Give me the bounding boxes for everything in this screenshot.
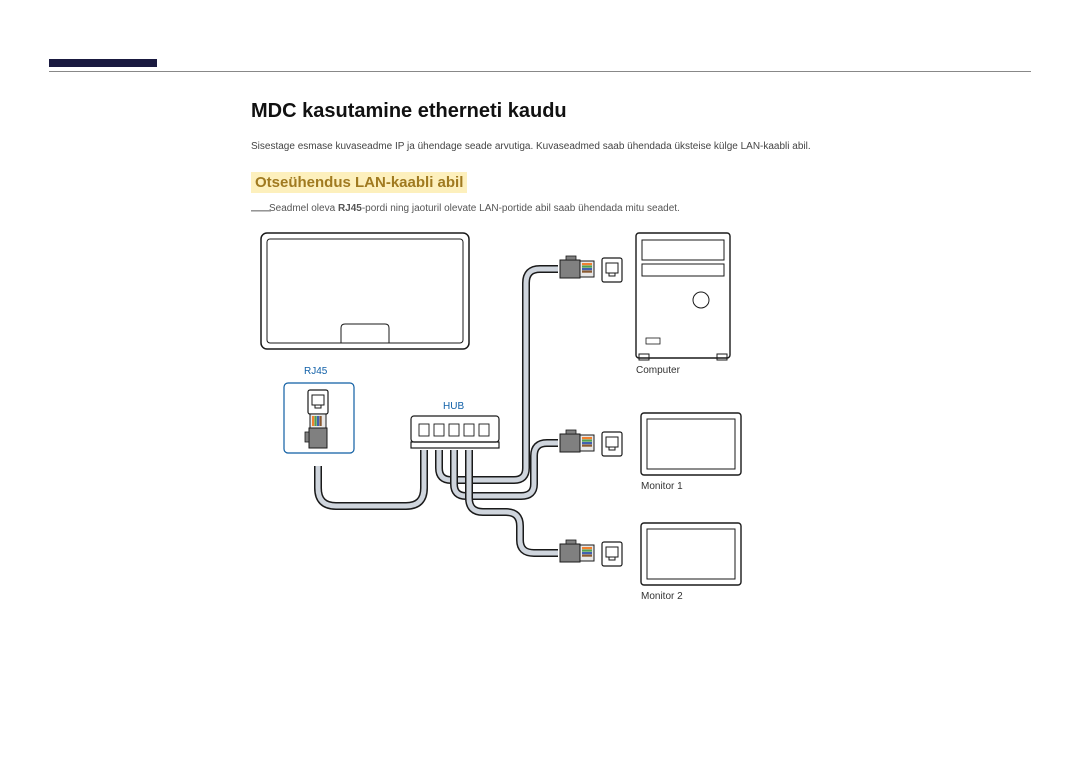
header-tab-mark — [49, 59, 157, 67]
header-divider — [49, 71, 1031, 72]
label-hub: HUB — [443, 401, 464, 412]
diagram-svg — [256, 228, 856, 668]
page-title: MDC kasutamine etherneti kaudu — [251, 100, 1020, 123]
note-dash-icon: ― — [251, 199, 271, 222]
intro-text: Sisestage esmase kuvaseadme IP ja ühenda… — [251, 141, 1020, 152]
page-content: MDC kasutamine etherneti kaudu Sisestage… — [251, 100, 1020, 668]
label-computer: Computer — [636, 365, 680, 376]
label-rj45: RJ45 — [304, 366, 327, 377]
note-line: ― Seadmel oleva RJ45-pordi ning jaoturil… — [251, 203, 1020, 214]
label-monitor2: Monitor 2 — [641, 591, 683, 602]
note-text-after: -pordi ning jaoturil olevate LAN-portide… — [362, 203, 680, 214]
note-text-bold: RJ45 — [338, 203, 362, 214]
note-text-before: Seadmel oleva — [269, 203, 338, 214]
section-subtitle: Otseühendus LAN-kaabli abil — [251, 172, 467, 193]
connection-diagram: RJ45 HUB Computer Monitor 1 Monitor 2 — [256, 228, 856, 668]
label-monitor1: Monitor 1 — [641, 481, 683, 492]
